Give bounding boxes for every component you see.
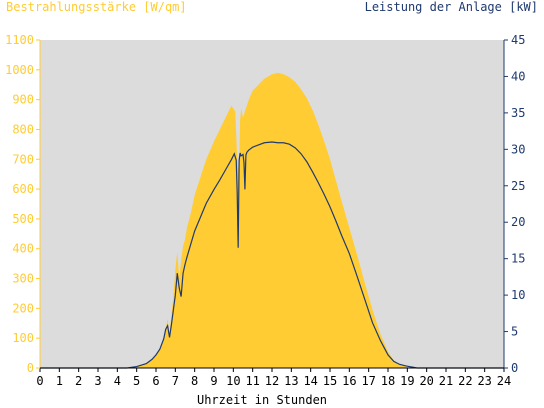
x-tick-label: 2 [75,374,82,388]
y-left-tick-label: 900 [12,93,34,107]
x-tick-label: 5 [133,374,140,388]
x-tick-label: 7 [172,374,179,388]
x-tick-label: 10 [226,374,240,388]
y-left-tick-label: 700 [12,152,34,166]
x-tick-label: 9 [210,374,217,388]
x-tick-label: 0 [36,374,43,388]
y-left-tick-label: 1100 [5,33,34,47]
series-power-line [40,141,504,369]
x-tick-label: 18 [381,374,395,388]
x-tick-label: 1 [56,374,63,388]
y-left-tick-label: 400 [12,242,34,256]
x-tick-label: 16 [342,374,356,388]
right-axis-title: Leistung der Anlage [kW] [365,0,538,14]
y-right-tick-label: 40 [511,69,525,83]
x-tick-label: 14 [303,374,317,388]
y-right-tick-label: 45 [511,33,525,47]
y-right-tick-label: 25 [511,179,525,193]
y-left-tick-label: 0 [27,361,34,375]
y-left-tick-label: 600 [12,182,34,196]
y-right-tick-label: 15 [511,252,525,266]
x-tick-label: 24 [497,374,511,388]
y-right-tick-label: 20 [511,215,525,229]
y-right-tick-label: 0 [511,361,518,375]
x-tick-label: 8 [191,374,198,388]
y-right-tick-label: 10 [511,288,525,302]
tick-layer: 0 1 2 3 4 5 6 7 8 9 10 11 12 13 14 15 16 17 18 19 20 21 22 23 24… [5,33,525,388]
x-tick-label: 6 [152,374,159,388]
y-right-tick-label: 35 [511,106,525,120]
y-right-tick-label: 5 [511,325,518,339]
x-tick-label: 3 [94,374,101,388]
y-left-tick-label: 200 [12,301,34,315]
y-right-tick-label: 30 [511,142,525,156]
x-axis-title: Uhrzeit in Stunden [197,393,327,407]
x-tick-label: 23 [477,374,491,388]
y-left-tick-label: 300 [12,272,34,286]
series-irradiance-area [40,72,504,369]
x-tick-label: 22 [458,374,472,388]
x-tick-label: 4 [114,374,121,388]
y-left-tick-label: 100 [12,331,34,345]
series-layer [40,72,504,369]
x-tick-label: 15 [323,374,337,388]
x-tick-label: 13 [284,374,298,388]
x-tick-label: 19 [400,374,414,388]
x-tick-label: 21 [439,374,453,388]
y-left-tick-label: 800 [12,122,34,136]
y-left-tick-label: 1000 [5,63,34,77]
y-left-tick-label: 500 [12,212,34,226]
x-tick-label: 17 [361,374,375,388]
x-tick-label: 20 [419,374,433,388]
x-tick-label: 11 [245,374,259,388]
left-axis-title: Bestrahlungsstärke [W/qm] [6,0,187,14]
x-tick-label: 12 [265,374,279,388]
